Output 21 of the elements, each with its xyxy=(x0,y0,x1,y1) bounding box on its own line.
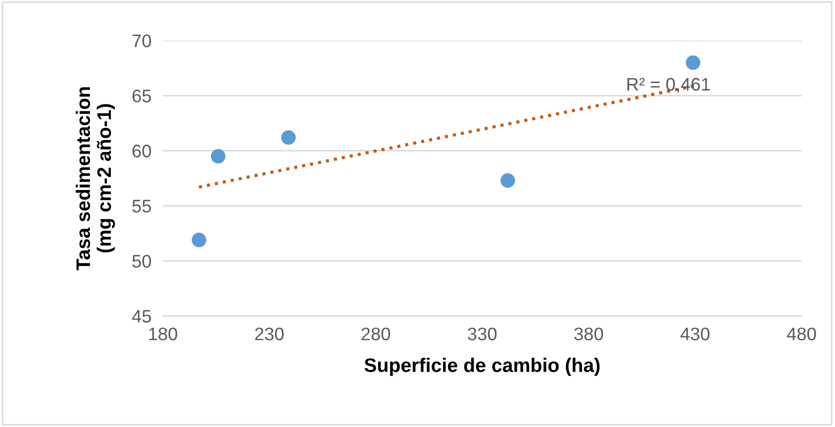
x-tick-label: 330 xyxy=(468,328,497,340)
point xyxy=(210,148,226,164)
y-axis-title: Tasa sedimentacion (mg cm-2 año-1) xyxy=(76,87,115,270)
point xyxy=(686,55,700,70)
point xyxy=(192,232,206,248)
x-tick-label: 280 xyxy=(362,328,390,340)
y-tick-label: 65 xyxy=(132,90,151,102)
x-tick-label: 430 xyxy=(680,328,710,340)
x-axis-title: Superficie de cambio (ha) xyxy=(364,358,600,376)
y-tick-label: 45 xyxy=(132,310,151,323)
x-tick-label: 230 xyxy=(255,328,284,340)
x-tick-label: 180 xyxy=(149,328,178,340)
annotation: R² = 0,461 xyxy=(627,78,710,93)
y-tick-label: 55 xyxy=(132,200,151,213)
y-tick-label: 60 xyxy=(132,144,152,158)
point xyxy=(281,130,296,145)
y-tick-label: 70 xyxy=(132,34,152,48)
y-tick-label: 50 xyxy=(132,254,152,268)
x-tick-label: 480 xyxy=(786,328,816,340)
x-tick-label: 380 xyxy=(574,328,604,340)
point xyxy=(500,173,516,188)
